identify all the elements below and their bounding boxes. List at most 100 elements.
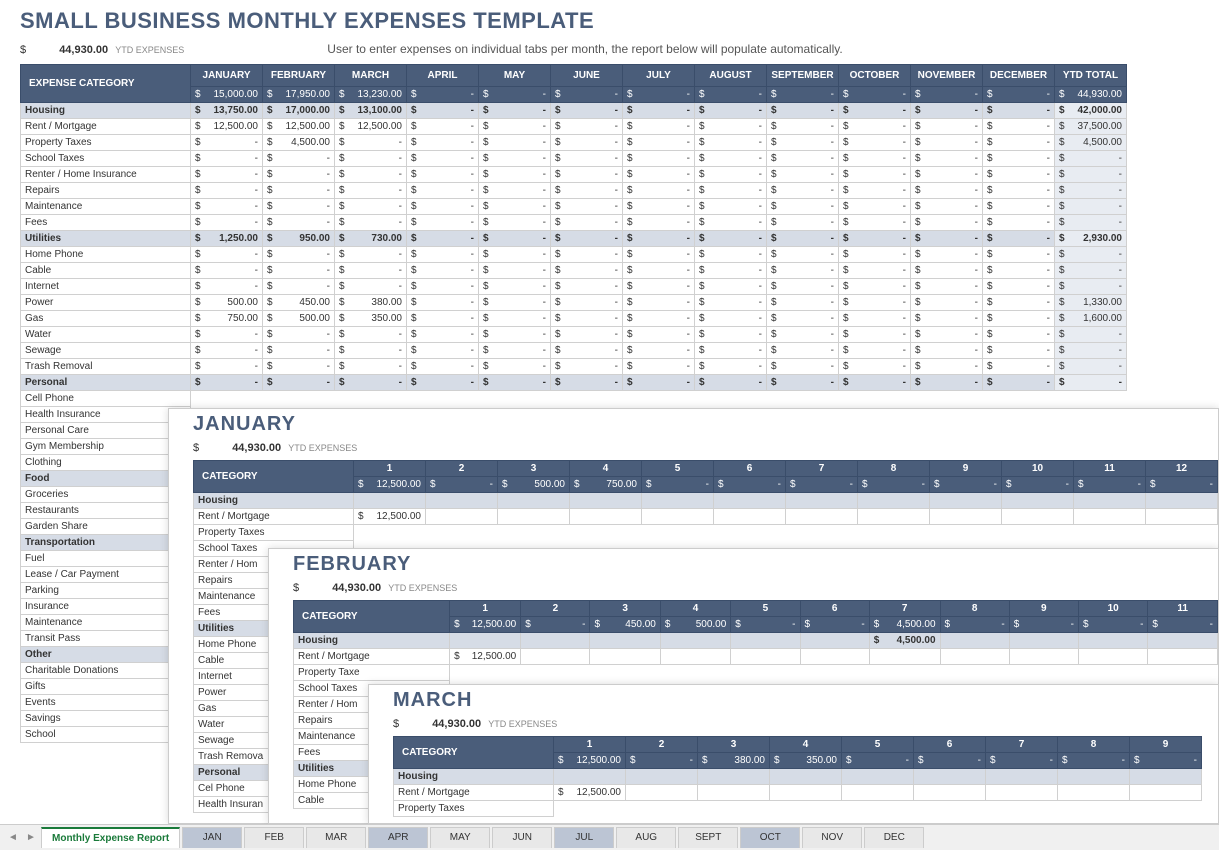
amount-cell[interactable]: $-	[479, 135, 551, 151]
amount-cell[interactable]: $12,500.00	[554, 753, 626, 769]
amount-cell[interactable]: $-	[191, 183, 263, 199]
amount-cell[interactable]	[590, 649, 660, 665]
amount-cell[interactable]: $-	[731, 617, 800, 633]
amount-cell[interactable]: $-	[983, 311, 1055, 327]
amount-cell[interactable]: $-	[521, 617, 590, 633]
sheet-tab[interactable]: Monthly Expense Report	[41, 827, 180, 848]
amount-cell[interactable]: $-	[407, 199, 479, 215]
amount-cell[interactable]: $12,500.00	[450, 617, 521, 633]
amount-cell[interactable]: $-	[479, 119, 551, 135]
amount-cell[interactable]: $-	[1009, 617, 1078, 633]
amount-cell[interactable]: $-	[695, 87, 767, 103]
amount-cell[interactable]: $-	[695, 215, 767, 231]
amount-cell[interactable]: $-	[911, 87, 983, 103]
amount-cell[interactable]: $-	[842, 753, 914, 769]
category-cell[interactable]: Gas	[21, 311, 191, 327]
amount-cell[interactable]	[426, 509, 498, 525]
amount-cell[interactable]: $-	[911, 327, 983, 343]
amount-cell[interactable]: $-	[839, 199, 911, 215]
amount-cell[interactable]: $-	[407, 167, 479, 183]
amount-cell[interactable]: $-	[263, 279, 335, 295]
amount-cell[interactable]: $-	[623, 119, 695, 135]
category-cell[interactable]: Gym Membership	[21, 439, 191, 455]
amount-cell[interactable]: $-	[767, 199, 839, 215]
amount-cell[interactable]	[1009, 649, 1078, 665]
amount-cell[interactable]: $-	[479, 327, 551, 343]
amount-cell[interactable]: $-	[407, 311, 479, 327]
amount-cell[interactable]: $-	[839, 167, 911, 183]
amount-cell[interactable]: $12,500.00	[263, 119, 335, 135]
amount-cell[interactable]	[1148, 633, 1218, 649]
amount-cell[interactable]: $-	[551, 311, 623, 327]
amount-cell[interactable]: $-	[695, 359, 767, 375]
amount-cell[interactable]: $-	[983, 215, 1055, 231]
amount-cell[interactable]: $-	[479, 359, 551, 375]
amount-cell[interactable]: $-	[335, 183, 407, 199]
category-cell[interactable]: Fees	[21, 215, 191, 231]
category-cell[interactable]: Fuel	[21, 551, 191, 567]
amount-cell[interactable]: $-	[695, 151, 767, 167]
amount-cell[interactable]: $-	[911, 167, 983, 183]
amount-cell[interactable]: $-	[479, 231, 551, 247]
amount-cell[interactable]: $-	[983, 263, 1055, 279]
amount-cell[interactable]: $-	[551, 103, 623, 119]
amount-cell[interactable]: $-	[911, 231, 983, 247]
amount-cell[interactable]: $-	[551, 327, 623, 343]
amount-cell[interactable]: $-	[695, 167, 767, 183]
amount-cell[interactable]: $-	[1055, 183, 1127, 199]
amount-cell[interactable]: $-	[479, 295, 551, 311]
amount-cell[interactable]: $-	[407, 135, 479, 151]
amount-cell[interactable]: $-	[479, 183, 551, 199]
amount-cell[interactable]: $-	[551, 183, 623, 199]
amount-cell[interactable]: $12,500.00	[191, 119, 263, 135]
amount-cell[interactable]: $-	[839, 231, 911, 247]
amount-cell[interactable]	[1009, 633, 1078, 649]
sheet-tab[interactable]: JUL	[554, 827, 614, 848]
amount-cell[interactable]: $37,500.00	[1055, 119, 1127, 135]
amount-cell[interactable]: $-	[551, 199, 623, 215]
category-cell[interactable]: Transit Pass	[21, 631, 191, 647]
category-cell[interactable]: Rent / Mortgage	[294, 649, 450, 665]
amount-cell[interactable]: $-	[335, 359, 407, 375]
amount-cell[interactable]: $-	[911, 279, 983, 295]
amount-cell[interactable]: $-	[911, 247, 983, 263]
amount-cell[interactable]: $-	[911, 151, 983, 167]
amount-cell[interactable]	[698, 769, 770, 785]
amount-cell[interactable]: $-	[911, 183, 983, 199]
amount-cell[interactable]: $450.00	[263, 295, 335, 311]
amount-cell[interactable]	[930, 493, 1002, 509]
category-cell[interactable]: Events	[21, 695, 191, 711]
amount-cell[interactable]	[450, 633, 521, 649]
amount-cell[interactable]: $-	[191, 343, 263, 359]
amount-cell[interactable]: $-	[767, 295, 839, 311]
amount-cell[interactable]: $-	[191, 215, 263, 231]
amount-cell[interactable]: $730.00	[335, 231, 407, 247]
amount-cell[interactable]: $-	[911, 119, 983, 135]
amount-cell[interactable]: $-	[623, 247, 695, 263]
amount-cell[interactable]: $-	[940, 617, 1009, 633]
amount-cell[interactable]: $-	[191, 135, 263, 151]
amount-cell[interactable]: $-	[551, 135, 623, 151]
amount-cell[interactable]: $-	[767, 343, 839, 359]
amount-cell[interactable]: $-	[695, 311, 767, 327]
amount-cell[interactable]: $-	[623, 87, 695, 103]
amount-cell[interactable]: $-	[767, 279, 839, 295]
amount-cell[interactable]: $13,230.00	[335, 87, 407, 103]
amount-cell[interactable]: $-	[767, 247, 839, 263]
amount-cell[interactable]: $13,750.00	[191, 103, 263, 119]
amount-cell[interactable]: $-	[839, 279, 911, 295]
amount-cell[interactable]: $-	[983, 119, 1055, 135]
amount-cell[interactable]	[1058, 785, 1130, 801]
amount-cell[interactable]: $-	[1055, 167, 1127, 183]
amount-cell[interactable]: $-	[407, 231, 479, 247]
amount-cell[interactable]: $-	[479, 215, 551, 231]
category-cell[interactable]: Personal Care	[21, 423, 191, 439]
amount-cell[interactable]: $17,950.00	[263, 87, 335, 103]
amount-cell[interactable]: $-	[911, 295, 983, 311]
amount-cell[interactable]	[1130, 785, 1202, 801]
sheet-tab[interactable]: SEPT	[678, 827, 738, 848]
amount-cell[interactable]	[869, 649, 940, 665]
amount-cell[interactable]	[521, 649, 590, 665]
amount-cell[interactable]: $-	[983, 183, 1055, 199]
amount-cell[interactable]: $-	[479, 199, 551, 215]
